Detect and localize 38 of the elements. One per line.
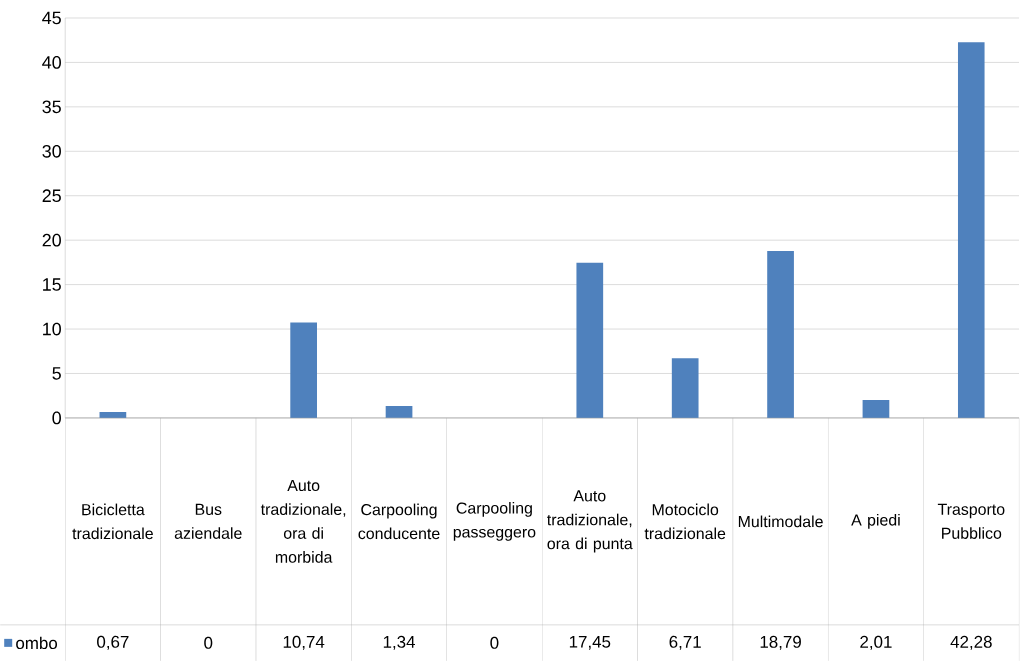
legend-label: ombo	[16, 636, 58, 650]
data-label: 10,74	[283, 635, 325, 650]
bar	[290, 322, 317, 418]
data-label: 0	[490, 636, 499, 649]
data-label: 17,45	[569, 635, 611, 650]
y-tick-label: 25	[42, 189, 61, 203]
y-tick-label: 45	[42, 11, 61, 25]
data-label: 0	[204, 636, 213, 649]
y-tick-label: 40	[42, 56, 61, 69]
x-tick-label: Bus aziendale	[174, 503, 242, 539]
x-tick-label: Motociclo tradizionale	[644, 503, 726, 540]
x-tick-label: Carpooling passeggero	[453, 501, 536, 541]
data-label: 0,67	[97, 635, 129, 650]
x-tick-label: Multimodale	[738, 515, 823, 528]
y-tick-label: 30	[42, 144, 61, 158]
bar	[767, 250, 794, 418]
x-tick-label: Trasporto Pubblico	[937, 503, 1005, 539]
y-tick-label: 10	[43, 322, 61, 336]
data-label: 18,79	[760, 635, 801, 650]
x-tick-label: Carpooling conducente	[358, 503, 440, 540]
x-tick-label: Auto tradizionale, ora di morbida	[260, 479, 346, 563]
bar	[957, 42, 985, 418]
bar	[671, 358, 699, 418]
y-tick-label: 5	[52, 367, 61, 380]
y-tick-label: 20	[42, 233, 61, 247]
x-tick-label: Bicicletta tradizionale	[72, 503, 153, 540]
x-tick-label: Auto tradizionale, ora di punta	[547, 490, 633, 553]
y-tick-label: 35	[42, 100, 61, 114]
data-label: 42,28	[950, 635, 992, 650]
y-tick-label: 15	[43, 278, 61, 291]
bar	[576, 262, 604, 418]
data-label: 1,34	[383, 635, 415, 650]
y-tick-label: 0	[52, 411, 61, 425]
bar	[862, 400, 890, 418]
bar	[385, 405, 413, 418]
x-tick-label: A piedi	[851, 513, 900, 529]
data-label: 2,01	[860, 635, 892, 650]
data-label: 6,71	[669, 635, 701, 650]
